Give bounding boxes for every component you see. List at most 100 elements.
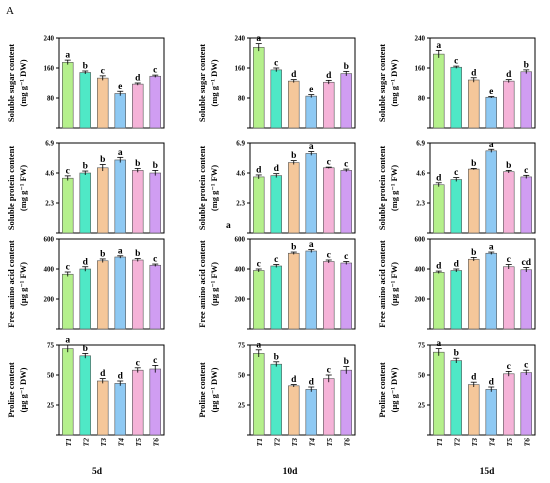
day-label-15d: 15d — [480, 467, 496, 477]
bar-T2 — [79, 268, 91, 330]
bar-T1 — [253, 270, 265, 330]
bar-T5 — [323, 261, 335, 330]
significance-letter: c — [274, 255, 278, 265]
significance-letter: c — [454, 168, 458, 178]
bar-T3 — [468, 258, 480, 330]
bar-T3 — [97, 77, 109, 129]
significance-letter: d — [291, 375, 297, 385]
bar-T6 — [340, 170, 352, 234]
significance-letter: c — [136, 358, 140, 368]
bar-T4 — [485, 96, 497, 129]
bar-T6 — [520, 269, 532, 330]
y-axis-unit: (mg g⁻¹ FW) — [389, 165, 399, 211]
x-tick-label: T2 — [452, 438, 461, 447]
plot-frame — [249, 142, 356, 234]
y-tick-label: 4.6 — [236, 170, 245, 178]
significance-letter: c — [344, 160, 348, 170]
significance-letter: d — [471, 373, 477, 383]
stray-label: a — [226, 221, 231, 231]
significance-letter: d — [135, 74, 141, 84]
y-tick-label: 25 — [47, 402, 55, 410]
bar-T6 — [149, 75, 161, 129]
bar-T4 — [485, 252, 497, 330]
significance-letter: c — [327, 366, 331, 376]
y-tick-label: 200 — [235, 296, 246, 304]
bar-T5 — [323, 81, 335, 129]
y-tick-label: 80 — [418, 95, 426, 103]
significance-letter: b — [524, 60, 529, 70]
significance-letter: d — [489, 378, 495, 388]
x-tick-label: T1 — [435, 438, 444, 446]
y-tick-label: 25 — [418, 402, 426, 410]
x-tick-label: T1 — [255, 438, 264, 446]
y-tick-label: 600 — [235, 236, 246, 244]
y-tick-label: 6.9 — [236, 140, 245, 148]
bar-T2 — [450, 360, 462, 436]
x-tick-label: T3 — [290, 438, 299, 447]
bar-T5 — [132, 170, 144, 234]
bar-T3 — [97, 380, 109, 436]
chart-panel-3-15d: 25 50 75 a T1 b T2 d T3 d T4 c T5 c T6 Proline content(… — [377, 339, 536, 447]
y-axis-label: Free amino acid content — [197, 240, 207, 328]
bar-T2 — [270, 363, 282, 436]
y-tick-label: 400 — [235, 266, 246, 274]
bar-T2 — [450, 179, 462, 234]
bar-T2 — [79, 355, 91, 436]
significance-letter: a — [256, 34, 261, 44]
x-tick-label: T6 — [151, 438, 160, 447]
y-axis-label: Free amino acid content — [377, 240, 387, 328]
plot-frame — [249, 344, 356, 436]
bar-T6 — [149, 264, 161, 330]
significance-letter: c — [257, 260, 261, 270]
chart-panel-3-10d: 25 50 75 a T1 b T2 d T3 d T4 c T5 b T6 Proline content(… — [197, 340, 356, 447]
y-tick-label: 4.6 — [45, 170, 54, 178]
chart-panel-2-10d: 200 400 600 c c b a c c Free amino acid content (µ… — [197, 236, 356, 330]
plot-frame — [249, 238, 356, 330]
significance-letter: a — [489, 140, 494, 150]
significance-letter: c — [454, 57, 458, 67]
significance-letter: d — [436, 262, 442, 272]
y-axis-unit: (mg g⁻¹ FW) — [18, 165, 28, 211]
significance-letter: a — [118, 246, 123, 256]
y-axis-unit: (mg g⁻¹ DW) — [18, 59, 28, 106]
significance-letter: a — [256, 340, 261, 350]
chart-panel-0-5d: 80 160 240 a b c e d c Soluble sugar content (mg g… — [6, 35, 165, 129]
y-tick-label: 6.9 — [45, 140, 54, 148]
bar-T6 — [149, 172, 161, 234]
y-tick-label: 160 — [415, 65, 426, 73]
y-tick-label: 160 — [235, 65, 246, 73]
plot-frame — [429, 344, 536, 436]
bar-T6 — [340, 369, 352, 436]
significance-letter: d — [256, 165, 262, 175]
significance-letter: c — [524, 361, 528, 371]
significance-letter: c — [153, 356, 157, 366]
bar-T5 — [132, 83, 144, 129]
y-axis-label: Soluble sugar content — [6, 44, 16, 122]
chart-panel-0-10d: 80 160 240 a c d e d b Soluble sugar content (mg g… — [197, 34, 356, 129]
bar-T6 — [340, 73, 352, 129]
significance-letter: c — [66, 263, 70, 273]
significance-letter: a — [118, 148, 123, 158]
bar-T1 — [62, 62, 74, 129]
significance-letter: d — [274, 164, 280, 174]
significance-letter: d — [291, 70, 297, 80]
y-tick-label: 600 — [44, 236, 55, 244]
x-tick-label: T5 — [505, 438, 514, 447]
significance-letter: b — [344, 357, 349, 367]
y-tick-label: 50 — [418, 372, 426, 380]
y-axis-label: Proline content — [197, 362, 207, 417]
y-axis-unit: (µg g⁻¹ DW) — [209, 367, 219, 412]
y-axis-unit: (µg g⁻¹ FW) — [18, 262, 28, 306]
y-axis-unit: (µg g⁻¹ FW) — [389, 262, 399, 306]
bar-T5 — [503, 171, 515, 234]
day-label-10d: 10d — [283, 467, 299, 477]
bar-T2 — [270, 69, 282, 129]
plot-frame — [58, 37, 165, 129]
bar-T5 — [132, 369, 144, 436]
y-tick-label: 160 — [44, 65, 55, 73]
significance-letter: c — [66, 166, 70, 176]
y-tick-label: 4.6 — [416, 170, 425, 178]
y-tick-label: 2.3 — [416, 200, 425, 208]
